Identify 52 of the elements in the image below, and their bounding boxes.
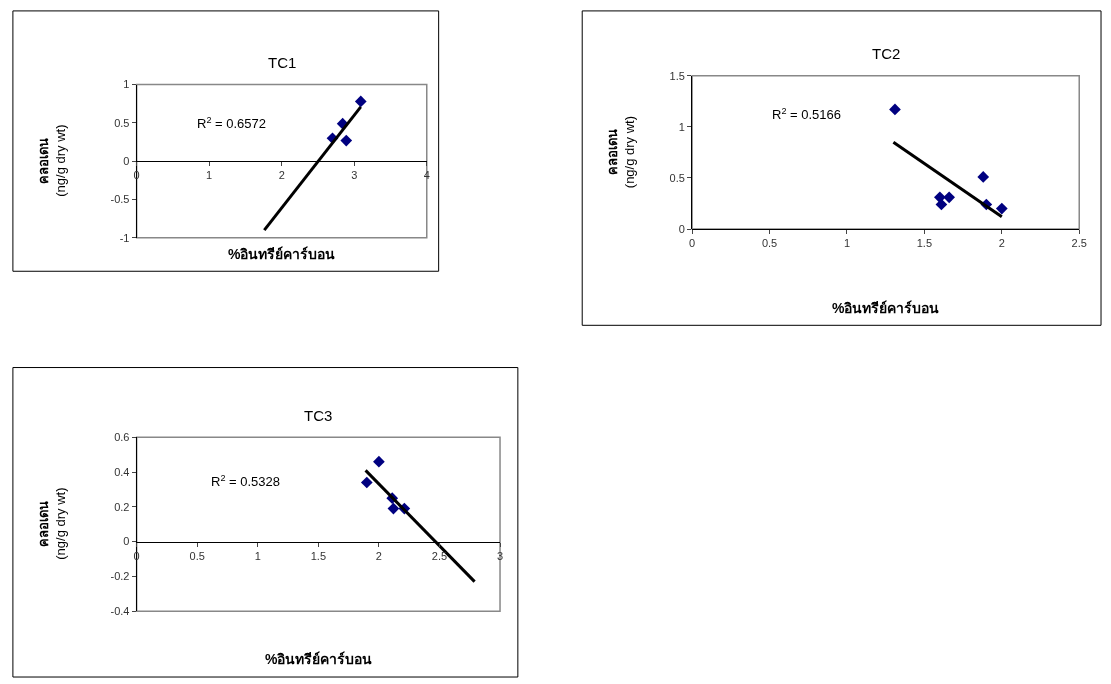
y-tick-label: -0.2 [110,570,130,583]
x-tick-label: 1 [843,237,851,250]
y-tick-label: 0 [678,222,685,235]
y-tick-label: -0.5 [110,193,130,206]
y-tick-label: -1 [119,231,130,244]
point [889,103,901,116]
chart-title: TC3 [304,407,333,424]
y-axis-title: คลอเดน (ng/g dry wt) [36,124,69,197]
x-tick-label: 0.5 [189,549,205,562]
annotation: R$^{2}$ = 0.5328 [211,473,281,490]
annotation: R$^{2}$ = 0.6572 [197,115,267,132]
point [360,476,373,489]
point [995,202,1008,215]
point [387,502,400,515]
x-tick-label: 1 [206,169,213,182]
chart-title: TC2 [872,45,901,62]
y-axis-title: คลอเดน (ng/g dry wt) [605,115,638,189]
x-tick-label: 0 [689,237,696,250]
x-tick-label: 0 [133,549,140,562]
x-tick-label: 1.5 [310,549,326,562]
y-tick-label: -0.4 [110,605,130,618]
x-tick-label: 2 [278,169,285,182]
point [340,134,353,147]
x-axis-title: %อินทรีย์คาร์บอน [265,651,373,667]
x-tick-label: 2 [375,549,382,562]
x-tick-label: 0.5 [761,237,778,250]
x-tick-label: 0 [133,169,140,182]
annotation: R$^{2}$ = 0.5166 [772,106,842,123]
y-tick-label: 1 [123,78,130,91]
y-axis-title: คลอเดน (ng/g dry wt) [36,487,69,560]
y-tick-label: 0.2 [114,500,130,513]
x-tick-label: 1.5 [916,237,933,250]
point [977,171,990,183]
y-tick-label: 1 [678,120,685,133]
x-axis-title: %อินทรีย์คาร์บอน [832,300,940,316]
point [943,191,956,204]
chart-title: TC1 [268,54,297,71]
x-tick-label: 2.5 [1071,237,1087,250]
y-tick-label: 0.6 [114,431,130,444]
point [354,95,367,108]
x-tick-label: 2.5 [431,549,448,562]
x-tick-label: 3 [496,549,504,562]
point [373,455,385,468]
y-tick-label: 0.5 [114,116,130,129]
y-tick-label: 0.4 [114,465,130,478]
x-tick-label: 1 [254,549,261,562]
x-tick-label: 3 [351,169,358,182]
x-axis-title: %อินทรีย์คาร์บอน [228,246,336,262]
y-tick-label: 0 [123,535,130,548]
x-tick-label: 2 [998,237,1005,250]
y-tick-label: 1.5 [669,69,685,82]
y-tick-label: 0 [123,155,130,168]
